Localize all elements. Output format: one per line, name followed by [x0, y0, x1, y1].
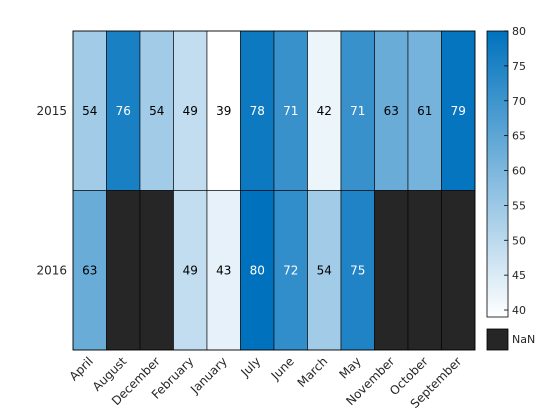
cell-value-label: 39 — [216, 104, 231, 118]
heatmap-cell — [106, 190, 141, 351]
cell-value-label: 78 — [250, 104, 265, 118]
heatmap-cell — [374, 190, 409, 351]
x-tick-label: July — [237, 354, 263, 380]
heatmap-cell — [72, 190, 107, 351]
heatmap-cell — [340, 190, 375, 351]
heatmap-cell — [206, 30, 241, 191]
cell-value-label: 80 — [250, 263, 265, 277]
heatmap-cell — [307, 190, 342, 351]
heatmap-cell — [441, 30, 476, 191]
plot-border — [72, 30, 476, 351]
x-tick-label: January — [187, 354, 230, 397]
heatmap-cell — [307, 30, 342, 191]
cell-value-label: 72 — [283, 263, 298, 277]
cell-value-label: 61 — [417, 104, 432, 118]
x-tick-label: June — [268, 354, 297, 383]
colorbar-tick-label: 75 — [512, 60, 526, 73]
colorbar-tick-label: 65 — [512, 130, 526, 143]
colorbar-tick-label: 80 — [512, 25, 526, 38]
y-tick-label: 2015 — [36, 104, 67, 118]
cell-value-label: 49 — [183, 263, 198, 277]
cell-value-label: 63 — [384, 104, 399, 118]
cell-value-label: 54 — [317, 263, 332, 277]
heatmap-cell — [173, 30, 208, 191]
heatmap-cell — [72, 30, 107, 191]
cell-value-label: 75 — [350, 263, 365, 277]
heatmap-cell — [240, 30, 275, 191]
cell-value-label: 49 — [183, 104, 198, 118]
cell-value-label: 71 — [283, 104, 298, 118]
heatmap-cell — [106, 30, 141, 191]
heatmap-cell — [240, 190, 275, 351]
cell-value-label: 63 — [82, 263, 97, 277]
colorbar — [486, 30, 509, 318]
heatmap-cell — [273, 190, 308, 351]
heatmap-cell — [374, 30, 409, 191]
cell-value-label: 79 — [451, 104, 466, 118]
colorbar-tick-label: 45 — [512, 269, 526, 282]
cell-value-label: 54 — [82, 104, 97, 118]
cell-value-label: 54 — [149, 104, 164, 118]
heatmap-cell — [407, 190, 442, 351]
nan-swatch — [486, 328, 509, 351]
cell-value-label: 71 — [350, 104, 365, 118]
cell-value-label: 43 — [216, 263, 231, 277]
x-tick-label: April — [67, 354, 96, 383]
heatmap-cell — [139, 190, 174, 351]
colorbar-tick-label: 70 — [512, 95, 526, 108]
x-tick-label: May — [336, 354, 363, 381]
nan-label: NaN — [512, 333, 535, 346]
heatmap-cell — [441, 190, 476, 351]
colorbar-tick-label: 40 — [512, 304, 526, 317]
heatmap-cell — [206, 190, 241, 351]
heatmap-cell — [173, 190, 208, 351]
colorbar-tick-label: 55 — [512, 199, 526, 212]
x-tick-label: March — [295, 354, 331, 390]
cell-value-label: 42 — [317, 104, 332, 118]
cell-value-label: 76 — [116, 104, 131, 118]
colorbar-tick-label: 50 — [512, 234, 526, 247]
y-tick-label: 2016 — [36, 263, 67, 277]
colorbar-tick-label: 60 — [512, 165, 526, 178]
